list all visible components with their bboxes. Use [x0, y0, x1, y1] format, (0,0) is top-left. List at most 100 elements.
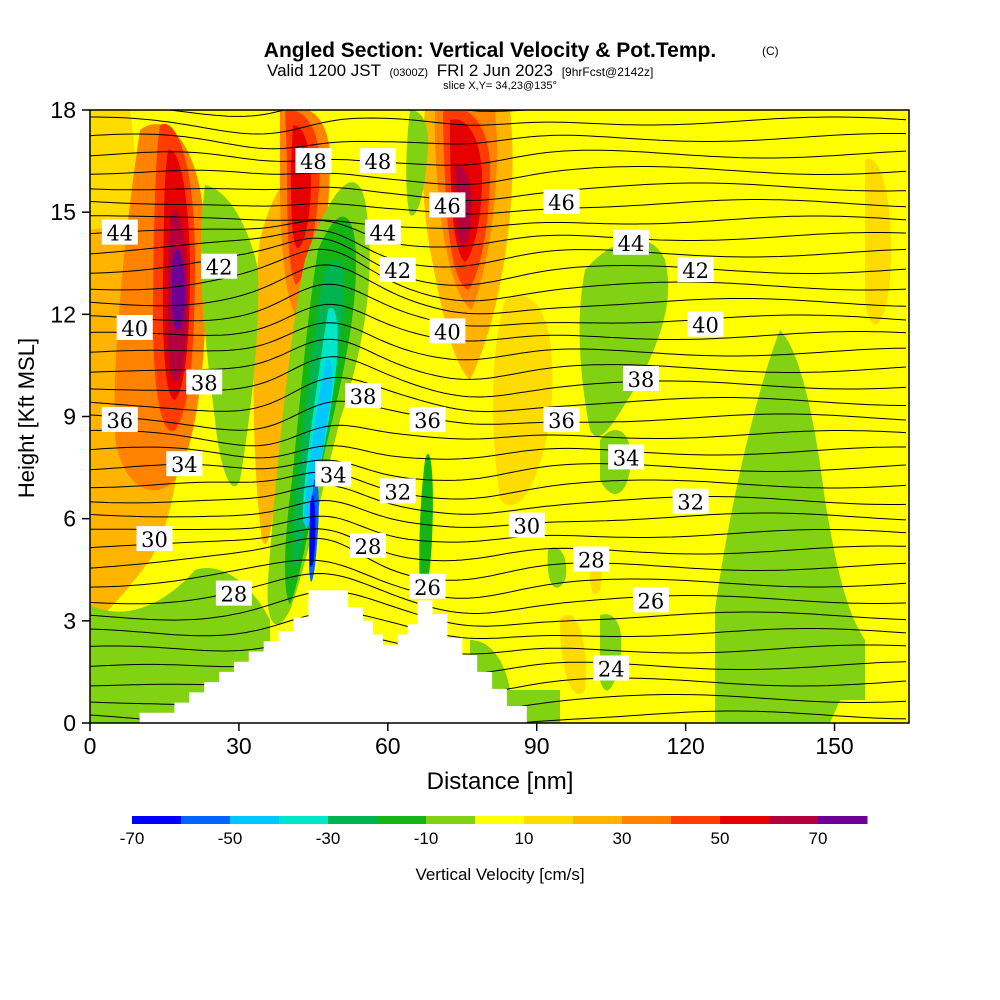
- contour-label: 36: [101, 406, 138, 433]
- theta-isoline: [90, 611, 907, 639]
- contour-label-text: 40: [121, 317, 148, 341]
- contour-label-box: [379, 257, 416, 283]
- contour-label-text: 40: [434, 320, 461, 344]
- contour-label: 28: [573, 546, 610, 573]
- theta-isoline: [90, 376, 906, 413]
- x-tick-label: 150: [815, 733, 853, 759]
- theta-isoline: [90, 182, 907, 201]
- contour-label-text: 48: [365, 150, 392, 174]
- chart-title: Angled Section: Vertical Velocity & Pot.…: [264, 39, 716, 62]
- contour-label-text: 26: [414, 576, 441, 600]
- contour-label-box: [429, 318, 466, 344]
- colorbar-swatch: [426, 816, 476, 824]
- contour-label: 36: [409, 406, 446, 433]
- contour-label: 34: [608, 444, 645, 470]
- theta-isoline: [90, 484, 907, 515]
- contour-labels: 48 48 46 46 44 44 44 42 42 42 40 40 40 38 38 38 36 36 36 34…: [101, 148, 724, 682]
- x-axis: 0 30 60 90 120 150: [84, 723, 854, 759]
- theta-isoline: [90, 133, 907, 150]
- contour-label-text: 42: [206, 256, 233, 280]
- velocity-contour: [560, 614, 586, 695]
- theta-isoline: [90, 459, 907, 481]
- colorbar-swatch: [377, 816, 427, 824]
- contour-label: 40: [429, 318, 466, 344]
- contour-label-box: [543, 188, 580, 214]
- contour-label-box: [136, 526, 173, 552]
- contour-label-box: [608, 444, 645, 470]
- x-tick-label: 60: [375, 733, 401, 759]
- contour-label-box: [186, 369, 223, 395]
- y-tick-label: 6: [63, 506, 76, 532]
- contour-label-box: [345, 383, 381, 409]
- colorbar-swatch: [720, 816, 770, 824]
- plot-area: [90, 110, 909, 723]
- theta-isoline: [166, 110, 541, 117]
- contour-label: 28: [215, 580, 252, 607]
- contour-label: 32: [672, 488, 709, 515]
- contour-label: 24: [593, 655, 630, 682]
- contour-label: 44: [101, 219, 138, 246]
- velocity-contour: [419, 453, 433, 593]
- contour-label-box: [315, 461, 352, 487]
- theta-isoline: [90, 471, 907, 500]
- colorbar-swatch: [671, 816, 721, 824]
- copyright-mark: (C): [762, 44, 779, 58]
- colorbar-tick-label: -50: [218, 829, 243, 848]
- colorbar-tick-label: 10: [515, 829, 534, 848]
- contour-label-box: [593, 655, 630, 681]
- colorbar-tick-label: 30: [613, 829, 632, 848]
- slice-info: slice X,Y= 34,23@135°: [443, 80, 557, 92]
- contour-label-box: [101, 219, 138, 245]
- contour-label: 30: [508, 512, 545, 539]
- contour-label-text: 36: [106, 409, 133, 433]
- contour-label-box: [623, 366, 659, 391]
- contour-label-text: 30: [513, 515, 540, 539]
- theta-isoline: [90, 559, 907, 599]
- colorbar-tick-label: 70: [809, 829, 828, 848]
- contour-label: 42: [379, 257, 416, 283]
- contour-label-text: 28: [355, 535, 382, 559]
- colorbar-swatch: [132, 816, 182, 824]
- contour-label: 40: [687, 311, 724, 338]
- contour-label: 26: [632, 587, 669, 613]
- contour-label-text: 42: [682, 259, 709, 283]
- contour-label: 38: [186, 369, 223, 395]
- theta-isoline: [90, 590, 907, 627]
- theta-isoline: [90, 537, 907, 581]
- y-tick-label: 9: [63, 404, 76, 430]
- contour-label-box: [379, 478, 416, 504]
- contour-label-text: 34: [320, 463, 347, 487]
- theta-isoline: [90, 356, 907, 398]
- y-tick-label: 3: [63, 608, 76, 634]
- contour-label-text: 32: [384, 480, 411, 504]
- contour-label-box: [409, 573, 446, 599]
- colorbar: -70 -50 -30 -10 10 30 50 70: [120, 816, 868, 848]
- theta-isoline: [90, 632, 907, 655]
- contour-label-box: [508, 512, 545, 538]
- contour-label: 34: [315, 461, 352, 487]
- theta-isoline: [90, 219, 907, 248]
- colorbar-swatch: [328, 816, 378, 824]
- valid-date: FRI 2 Jun 2023: [437, 61, 553, 80]
- colorbar-swatch: [818, 816, 868, 824]
- contour-label: 46: [543, 188, 580, 215]
- contour-label: 32: [379, 478, 416, 504]
- contour-label: 28: [350, 532, 386, 559]
- valid-utc: (0300Z): [389, 67, 428, 79]
- contour-label: 38: [345, 383, 381, 409]
- contour-label-text: 46: [434, 194, 461, 218]
- contour-label: 38: [623, 366, 659, 392]
- contour-label: 44: [613, 229, 649, 256]
- y-tick-label: 0: [63, 710, 76, 736]
- x-tick-label: 120: [666, 733, 704, 759]
- velocity-contour: [865, 158, 891, 325]
- y-axis: 0 3 6 9 12 15 18: [50, 97, 90, 736]
- colorbar-swatch: [230, 816, 280, 824]
- contour-label: 46: [429, 192, 466, 218]
- contour-label: 40: [116, 315, 153, 341]
- contour-label-box: [201, 253, 238, 279]
- contour-label: 36: [543, 406, 580, 433]
- theta-isoline: [90, 424, 907, 447]
- velocity-contour: [309, 494, 316, 567]
